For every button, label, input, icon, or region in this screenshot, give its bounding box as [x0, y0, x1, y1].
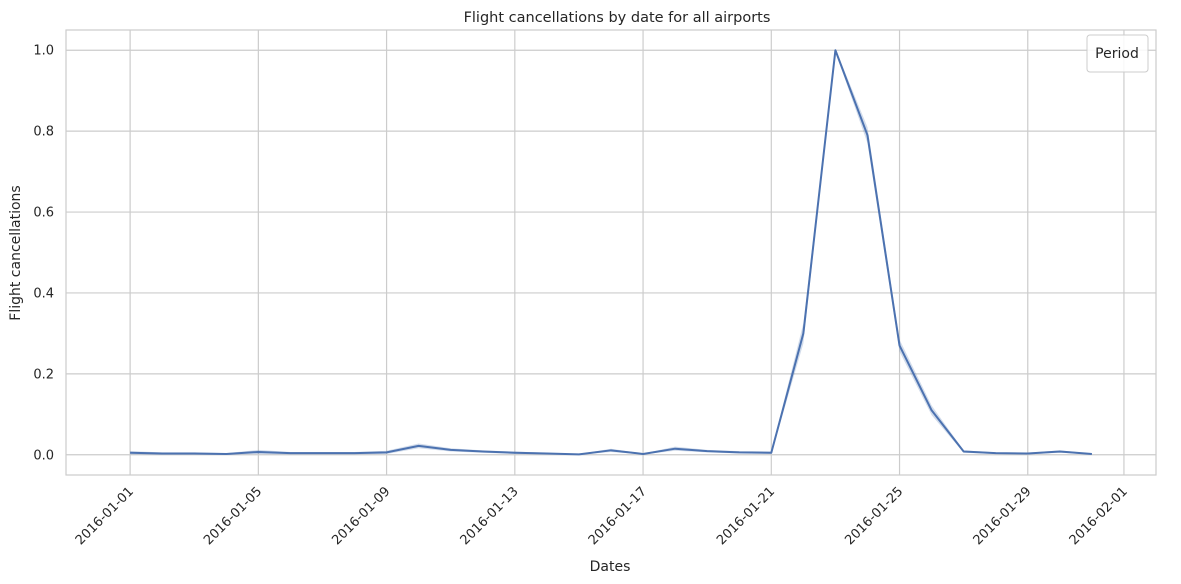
legend: Period — [1086, 34, 1149, 73]
grid — [66, 30, 1156, 475]
y-tick-label: 0.6 — [33, 206, 54, 221]
plot-frame — [65, 29, 1157, 476]
y-axis-label: Flight cancellations — [8, 185, 24, 320]
series-line — [130, 49, 1092, 456]
y-tick-label: 0.4 — [33, 286, 54, 301]
legend-box — [1086, 34, 1149, 73]
y-tick-label: 0.2 — [33, 367, 54, 382]
legend-title: Period — [1095, 46, 1139, 62]
x-axis-label: Dates — [590, 559, 631, 575]
chart-title: Flight cancellations by date for all air… — [464, 10, 771, 26]
y-tick-label: 0.8 — [33, 125, 54, 140]
y-tick-label: 0.0 — [33, 448, 54, 463]
y-tick-labels: 0.0 0.2 0.4 0.6 0.8 1.0 — [33, 44, 54, 464]
y-tick-label: 1.0 — [33, 44, 54, 59]
series-line-group — [130, 49, 1092, 456]
